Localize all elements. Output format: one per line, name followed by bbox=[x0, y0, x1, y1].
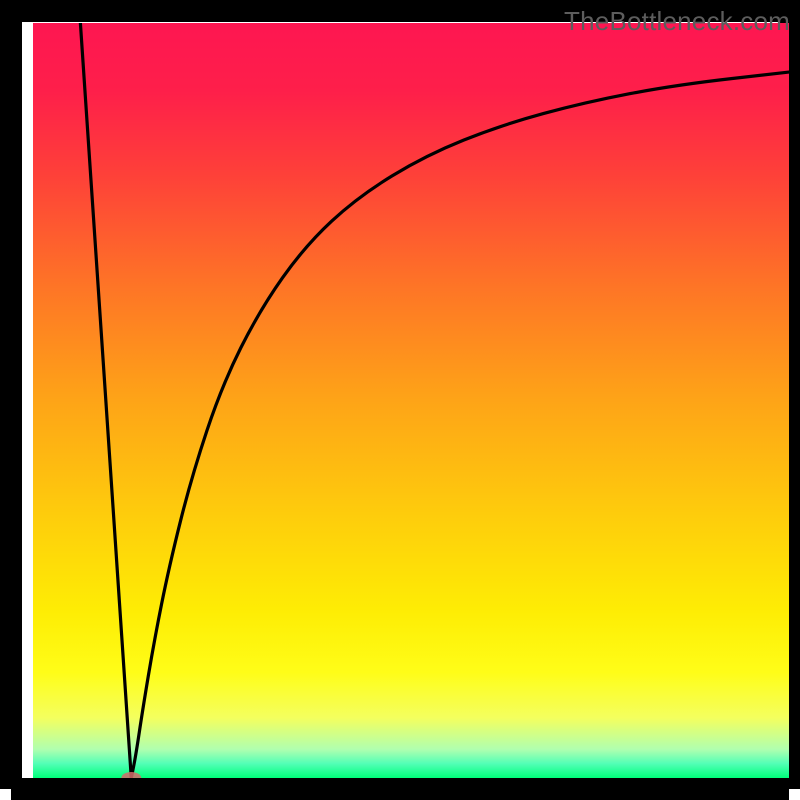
plot-background bbox=[33, 23, 789, 778]
bottleneck-chart bbox=[0, 0, 800, 800]
corner-notch-br bbox=[789, 789, 800, 800]
corner-notch-bl bbox=[0, 789, 11, 800]
chart-container: TheBottleneck.com bbox=[0, 0, 800, 800]
